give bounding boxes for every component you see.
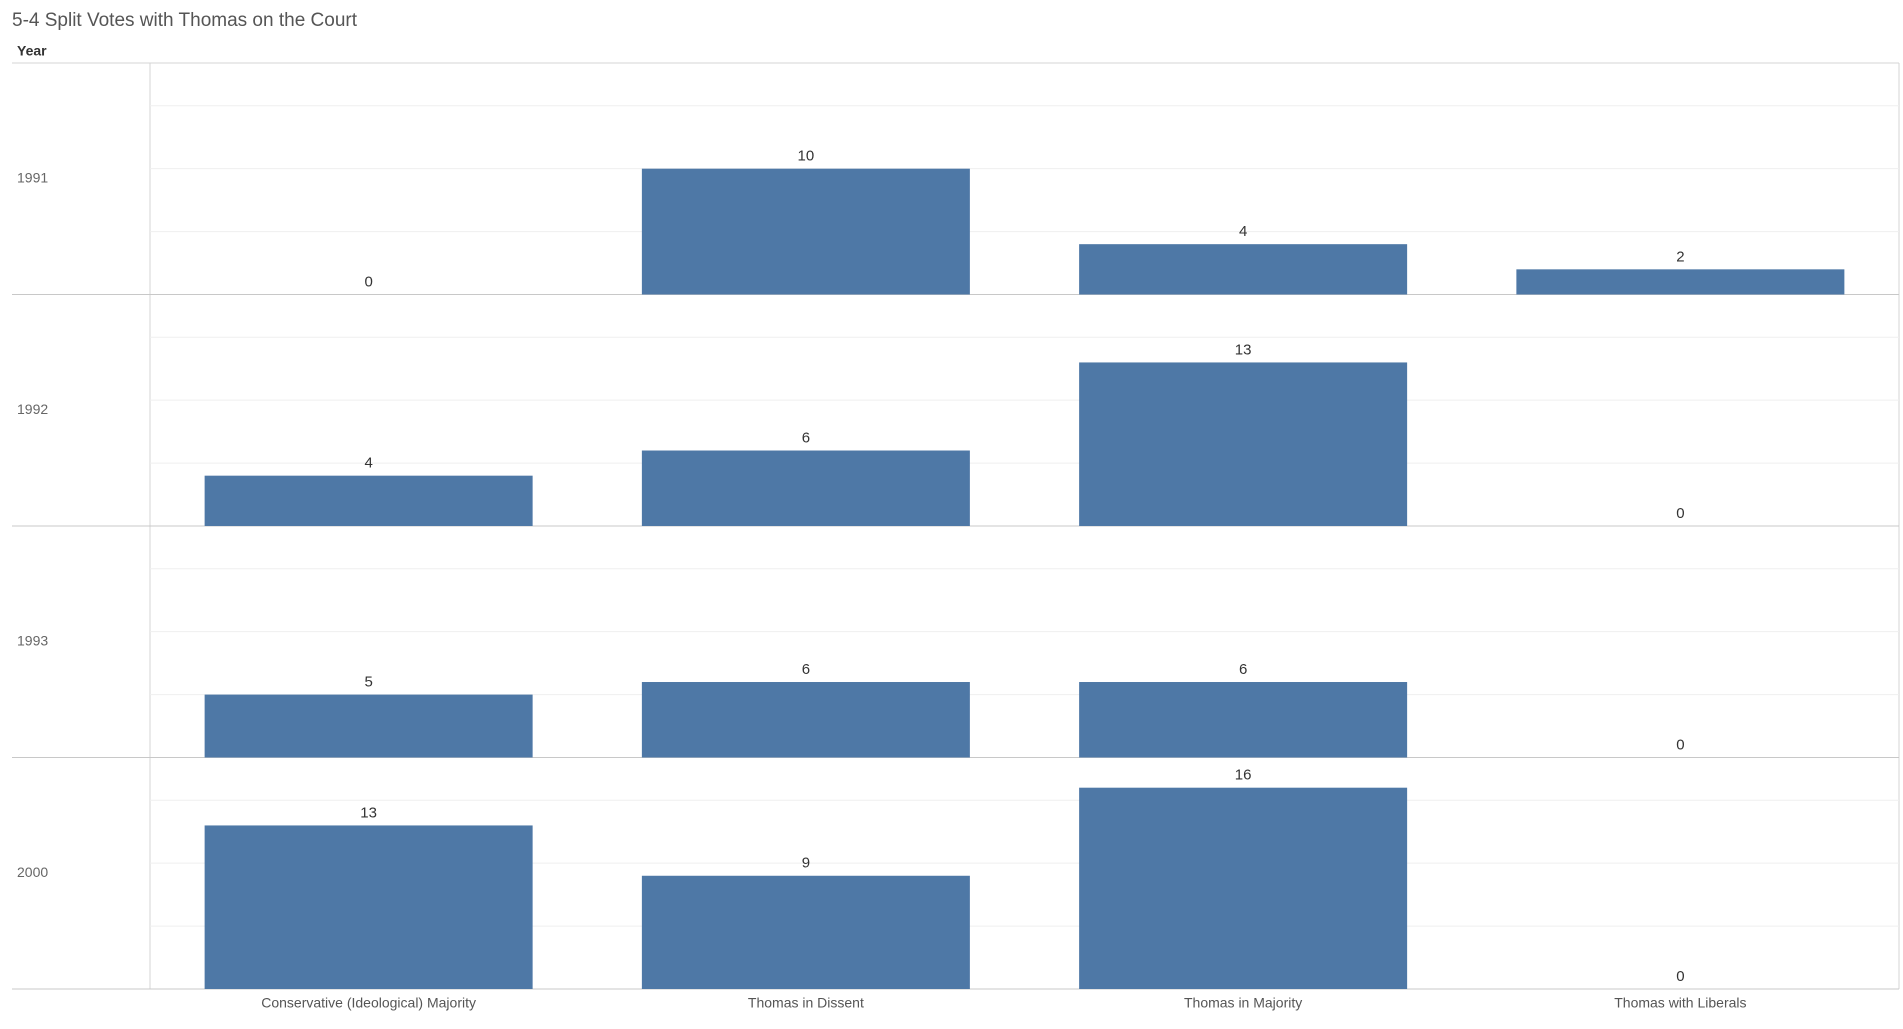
bar xyxy=(641,875,970,989)
value-label: 13 xyxy=(1235,341,1252,358)
bar xyxy=(1079,244,1408,295)
value-label: 6 xyxy=(802,661,810,678)
bar xyxy=(204,475,533,526)
x-tick-label: Thomas in Dissent xyxy=(748,995,864,1011)
row-label: 1992 xyxy=(17,401,48,417)
x-tick-label: Thomas in Majority xyxy=(1184,995,1302,1011)
value-label: 5 xyxy=(364,674,372,691)
value-label: 16 xyxy=(1235,767,1252,784)
bar xyxy=(1079,682,1408,758)
bar xyxy=(641,450,970,526)
value-label: 6 xyxy=(1239,661,1247,678)
value-label: 4 xyxy=(364,455,372,472)
value-label: 6 xyxy=(802,429,810,446)
bar xyxy=(1079,787,1408,989)
value-label: 9 xyxy=(802,855,810,872)
value-label: 2 xyxy=(1676,248,1684,265)
bar xyxy=(1516,269,1845,295)
row-axis-title: Year xyxy=(17,43,47,59)
row-label: 1991 xyxy=(17,169,48,185)
bar xyxy=(641,168,970,295)
row-label: 2000 xyxy=(17,864,48,880)
value-label: 0 xyxy=(1676,736,1684,753)
bar xyxy=(1079,362,1408,526)
x-tick-label: Thomas with Liberals xyxy=(1614,995,1746,1011)
value-label: 13 xyxy=(360,804,377,821)
row-label: 1993 xyxy=(17,632,48,648)
bar xyxy=(204,694,533,758)
chart-title: 5-4 Split Votes with Thomas on the Court xyxy=(12,10,358,31)
bar xyxy=(641,682,970,758)
x-tick-label: Conservative (Ideological) Majority xyxy=(261,995,476,1011)
value-label: 10 xyxy=(798,148,815,165)
bar xyxy=(204,825,533,989)
value-label: 0 xyxy=(1676,505,1684,522)
value-label: 0 xyxy=(1676,968,1684,985)
value-label: 4 xyxy=(1239,223,1247,240)
value-label: 0 xyxy=(364,273,372,290)
